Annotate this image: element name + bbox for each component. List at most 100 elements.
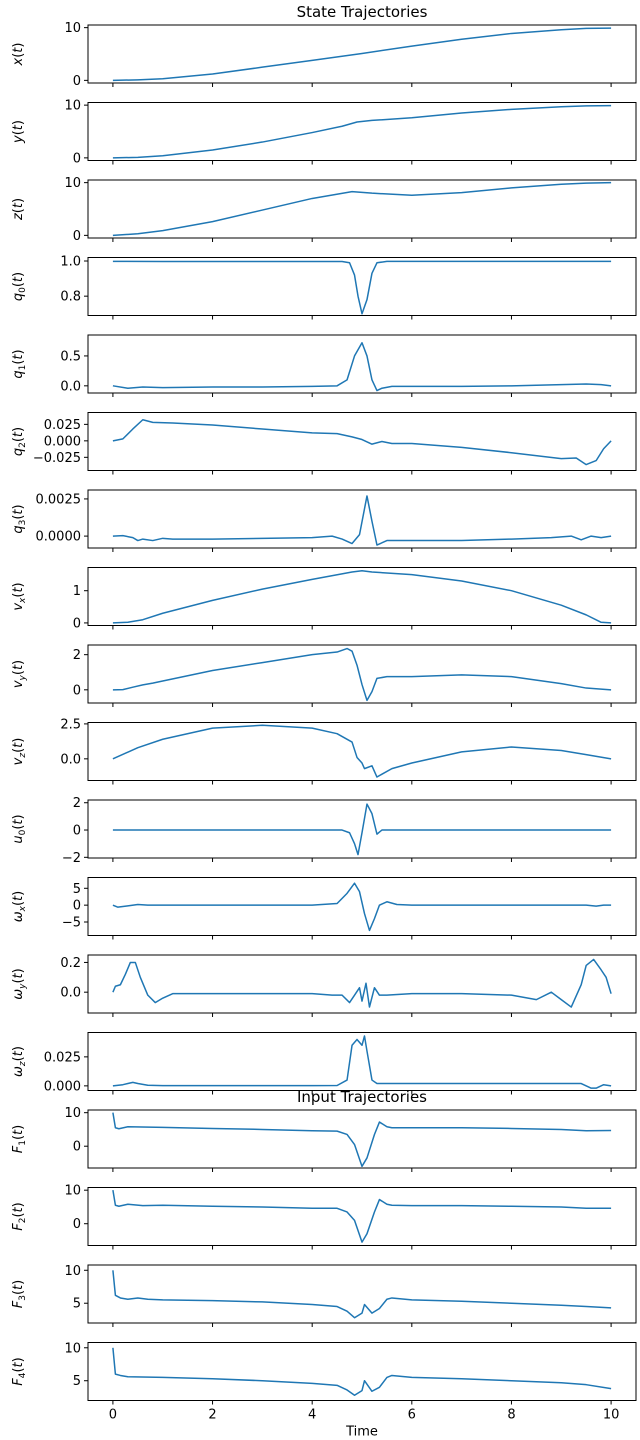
series-line-8 [112, 647, 612, 702]
section-title-0: State Trajectories [297, 3, 428, 21]
ytick-label: 0.8 [60, 290, 81, 305]
ytick-label: 10 [64, 176, 81, 191]
series-line-6 [112, 495, 612, 546]
series-line-11 [112, 882, 612, 932]
series-line-16 [112, 1270, 612, 1319]
series-line-2 [112, 181, 612, 237]
ylabel-0: x(t) [11, 43, 26, 67]
panel-frame-17 [87, 1342, 637, 1401]
ytick-label: 0.0025 [36, 492, 82, 507]
series-line-9 [112, 724, 612, 778]
xtick-label: 2 [208, 1408, 216, 1423]
ytick-label: 0 [73, 151, 81, 166]
series-line-0 [112, 27, 612, 82]
ytick-label: 0.0 [60, 986, 81, 1001]
panel-frame-4 [87, 334, 637, 394]
panel-frame-15 [87, 1187, 637, 1246]
series-line-17 [112, 1347, 612, 1396]
xtick-label: 10 [603, 1408, 620, 1423]
panel-frame-9 [87, 722, 637, 781]
xtick-label: 8 [507, 1408, 515, 1423]
series-line-12 [112, 958, 612, 1008]
ytick-label: 0 [73, 229, 81, 244]
ylabel-6: q3(t) [11, 504, 28, 533]
panel-frame-13 [87, 1032, 637, 1091]
series-line-5 [112, 419, 612, 466]
ylabel-8: vy(t) [11, 660, 28, 688]
ytick-label: 5 [73, 1374, 81, 1389]
ytick-label: 10 [64, 1264, 81, 1279]
ylabel-9: vz(t) [11, 738, 28, 766]
ylabel-13: ωz(t) [11, 1046, 28, 1077]
panel-frame-3 [87, 257, 637, 316]
ytick-label: 2 [73, 648, 81, 663]
ytick-label: −0.025 [33, 451, 81, 466]
series-line-7 [112, 569, 612, 624]
ytick-label: 10 [64, 1106, 81, 1121]
x-axis-label: Time [345, 1425, 378, 1440]
xtick-label: 4 [308, 1408, 316, 1423]
ytick-label: 0.000 [44, 1079, 81, 1094]
ylabel-17: F4(t) [11, 1357, 28, 1385]
ytick-label: 0 [73, 1217, 81, 1232]
series-line-10 [112, 803, 612, 856]
panel-frame-7 [87, 567, 637, 626]
ytick-label: 10 [64, 21, 81, 36]
ytick-label: 0 [73, 74, 81, 89]
series-line-1 [112, 104, 612, 159]
panel-frame-1 [87, 102, 637, 161]
series-line-13 [112, 1035, 612, 1089]
panel-frame-8 [87, 644, 637, 704]
ytick-label: 5 [73, 882, 81, 897]
ytick-label: 0 [73, 616, 81, 631]
ytick-label: −2 [62, 851, 81, 866]
ylabel-3: q0(t) [11, 272, 28, 301]
ylabel-4: q1(t) [11, 349, 28, 378]
ytick-label: 0.2 [60, 956, 81, 971]
ytick-label: 0 [73, 1140, 81, 1155]
ytick-label: 0.0 [60, 752, 81, 767]
panel-frame-16 [87, 1264, 637, 1324]
xtick-label: 0 [109, 1408, 117, 1423]
ylabel-15: F2(t) [11, 1202, 28, 1230]
ytick-label: 0.025 [44, 1050, 81, 1065]
panel-frame-0 [87, 24, 637, 84]
ylabel-2: z(t) [11, 198, 26, 221]
ytick-label: 0.0000 [36, 530, 82, 545]
panel-frame-10 [87, 799, 637, 859]
ytick-label: 1 [73, 584, 81, 599]
ylabel-10: u0(t) [11, 814, 28, 843]
panel-frame-11 [87, 877, 637, 936]
ytick-label: 0 [73, 824, 81, 839]
ytick-label: 0.0 [60, 379, 81, 394]
section-title-1: Input Trajectories [297, 1088, 427, 1106]
ylabel-14: F1(t) [11, 1125, 28, 1153]
ytick-label: −5 [62, 916, 81, 931]
ytick-label: 0.025 [44, 418, 81, 433]
ylabel-12: ωy(t) [11, 968, 28, 999]
panel-frame-6 [87, 489, 637, 549]
series-line-15 [112, 1190, 612, 1243]
ytick-label: 0.000 [44, 434, 81, 449]
ytick-label: 2 [73, 796, 81, 811]
ytick-label: 10 [64, 1341, 81, 1356]
panel-frame-2 [87, 179, 637, 239]
panel-frame-14 [87, 1109, 637, 1169]
ylabel-5: q2(t) [11, 427, 28, 456]
series-line-4 [112, 342, 612, 392]
ytick-label: 1.0 [60, 255, 81, 270]
ytick-label: 5 [73, 1297, 81, 1312]
series-line-14 [112, 1112, 612, 1168]
ytick-label: 10 [64, 99, 81, 114]
ylabel-1: y(t) [11, 120, 26, 144]
ylabel-7: vx(t) [11, 582, 28, 610]
ytick-label: 2.5 [60, 717, 81, 732]
ytick-label: 0 [73, 683, 81, 698]
ytick-label: 0 [73, 899, 81, 914]
panel-frame-12 [87, 954, 637, 1014]
series-line-3 [112, 260, 612, 315]
xtick-label: 6 [408, 1408, 416, 1423]
ytick-label: 0.5 [60, 349, 81, 364]
ytick-label: 10 [64, 1184, 81, 1199]
